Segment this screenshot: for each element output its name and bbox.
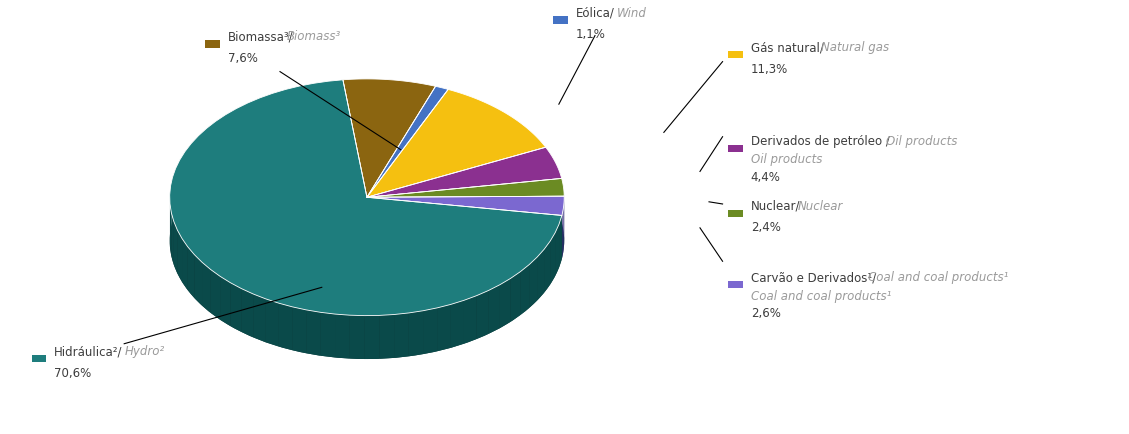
Polygon shape [211, 270, 220, 320]
Polygon shape [409, 311, 423, 356]
Text: Oil products: Oil products [886, 135, 957, 148]
Text: 70,6%: 70,6% [54, 367, 91, 380]
Text: Biomass³: Biomass³ [287, 30, 341, 43]
Text: Gás natural/: Gás natural/ [751, 41, 824, 54]
Polygon shape [350, 315, 365, 359]
Text: 7,6%: 7,6% [228, 52, 257, 65]
Polygon shape [172, 213, 174, 265]
Polygon shape [423, 308, 437, 354]
FancyBboxPatch shape [728, 51, 743, 58]
Text: Hydro²: Hydro² [124, 345, 165, 358]
Polygon shape [182, 239, 187, 290]
Polygon shape [202, 262, 211, 313]
Polygon shape [500, 279, 510, 328]
Polygon shape [335, 314, 350, 358]
Text: 1,1%: 1,1% [576, 28, 605, 41]
Polygon shape [220, 276, 230, 326]
Text: Derivados de petróleo /: Derivados de petróleo / [751, 135, 890, 148]
Polygon shape [321, 312, 335, 358]
Text: 11,3%: 11,3% [751, 63, 788, 76]
Polygon shape [230, 283, 242, 332]
Text: 4,4%: 4,4% [751, 171, 780, 184]
Polygon shape [394, 313, 409, 358]
Polygon shape [265, 299, 279, 347]
Text: Nuclear/: Nuclear/ [751, 200, 800, 213]
Text: Coal and coal products¹: Coal and coal products¹ [868, 271, 1008, 284]
Polygon shape [450, 300, 464, 348]
Text: Natural gas: Natural gas [821, 41, 890, 54]
Ellipse shape [169, 122, 564, 359]
Polygon shape [367, 196, 564, 215]
FancyBboxPatch shape [728, 145, 743, 152]
Polygon shape [187, 247, 194, 298]
Text: Coal and coal products¹: Coal and coal products¹ [751, 290, 891, 303]
Polygon shape [194, 255, 202, 306]
Polygon shape [367, 89, 545, 197]
Text: Wind: Wind [616, 7, 647, 20]
Polygon shape [306, 310, 321, 356]
Polygon shape [177, 230, 182, 282]
Polygon shape [437, 304, 450, 351]
Polygon shape [476, 290, 489, 339]
Polygon shape [292, 307, 306, 353]
Polygon shape [367, 147, 562, 197]
FancyBboxPatch shape [553, 16, 568, 23]
Polygon shape [169, 80, 562, 316]
Text: 2,6%: 2,6% [751, 307, 780, 320]
Polygon shape [550, 233, 555, 285]
Text: Oil products: Oil products [751, 153, 822, 166]
Polygon shape [530, 257, 537, 308]
Polygon shape [520, 265, 530, 315]
FancyBboxPatch shape [205, 40, 220, 47]
Text: 2,4%: 2,4% [751, 221, 780, 234]
Polygon shape [544, 241, 550, 293]
FancyBboxPatch shape [728, 210, 743, 217]
Polygon shape [379, 315, 394, 359]
Polygon shape [365, 316, 379, 359]
Text: Biomassa³/: Biomassa³/ [228, 30, 294, 43]
Text: Hidráulica²/: Hidráulica²/ [54, 345, 123, 358]
Polygon shape [367, 178, 564, 197]
Polygon shape [343, 79, 436, 197]
Polygon shape [174, 221, 177, 273]
Polygon shape [367, 86, 448, 197]
Polygon shape [170, 204, 172, 256]
Text: Carvão e Derivados¹/: Carvão e Derivados¹/ [751, 271, 876, 284]
FancyBboxPatch shape [32, 355, 46, 362]
Polygon shape [555, 224, 559, 276]
Polygon shape [489, 285, 500, 334]
Polygon shape [510, 272, 520, 322]
Polygon shape [242, 289, 253, 338]
Text: Nuclear: Nuclear [798, 200, 843, 213]
Polygon shape [253, 294, 265, 342]
Polygon shape [537, 249, 544, 300]
Polygon shape [559, 215, 562, 268]
FancyBboxPatch shape [728, 281, 743, 288]
Polygon shape [464, 296, 476, 344]
Polygon shape [279, 303, 292, 350]
Text: Eólica/: Eólica/ [576, 7, 614, 20]
